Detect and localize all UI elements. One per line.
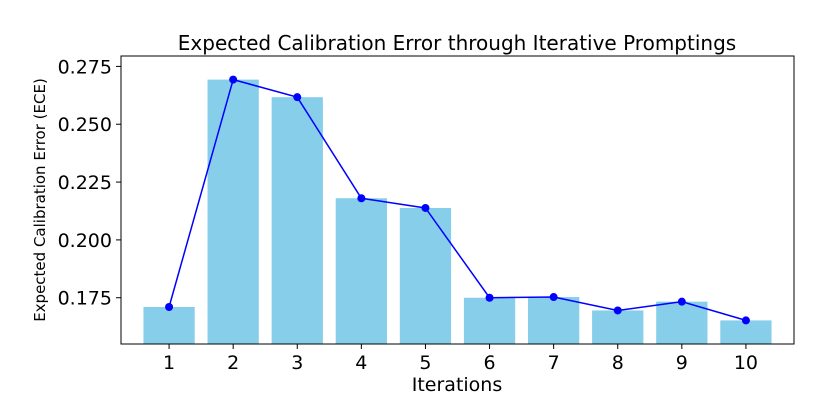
point-8 <box>613 306 622 315</box>
point-2 <box>229 75 238 84</box>
y-tick-label: 0.275 <box>58 56 112 78</box>
x-tick-label: 2 <box>227 352 239 374</box>
bars-group <box>143 79 772 344</box>
y-tick-label: 0.200 <box>58 230 112 252</box>
x-tick-label: 3 <box>291 352 303 374</box>
point-1 <box>165 302 174 311</box>
x-tick-label: 10 <box>734 352 758 374</box>
y-ticks: 0.175 0.200 0.225 0.250 0.275 <box>58 56 121 310</box>
x-tick-label: 1 <box>163 352 175 374</box>
point-3 <box>293 93 302 102</box>
y-axis-label: Expected Calibration Error (ECE) <box>31 78 49 322</box>
y-tick-label: 0.250 <box>58 114 112 136</box>
point-9 <box>677 297 686 306</box>
point-4 <box>357 194 366 203</box>
x-axis-label: Iterations <box>412 374 503 396</box>
bar-6 <box>463 297 516 344</box>
x-ticks: 1 2 3 4 5 6 7 8 9 10 <box>163 344 758 374</box>
x-tick-label: 4 <box>355 352 367 374</box>
point-5 <box>421 203 430 212</box>
bar-10 <box>720 320 772 344</box>
y-tick-label: 0.225 <box>58 172 112 194</box>
point-10 <box>741 316 750 325</box>
line-group <box>165 75 750 325</box>
point-6 <box>485 293 494 302</box>
point-7 <box>549 293 558 302</box>
x-tick-label: 7 <box>548 352 560 374</box>
bar-4 <box>335 198 387 344</box>
bar-9 <box>656 301 708 344</box>
x-tick-label: 6 <box>484 352 496 374</box>
bar-5 <box>399 207 452 344</box>
x-tick-label: 5 <box>419 352 431 374</box>
y-tick-label: 0.175 <box>58 288 112 310</box>
x-tick-label: 9 <box>676 352 688 374</box>
bar-3 <box>271 97 323 344</box>
bar-1 <box>143 306 195 344</box>
bar-7 <box>528 297 580 344</box>
chart-title: Expected Calibration Error through Itera… <box>178 31 736 55</box>
bar-8 <box>592 310 644 344</box>
bar-2 <box>207 79 259 344</box>
plot-frame <box>120 55 795 345</box>
x-tick-label: 8 <box>612 352 624 374</box>
series-line <box>168 78 747 322</box>
